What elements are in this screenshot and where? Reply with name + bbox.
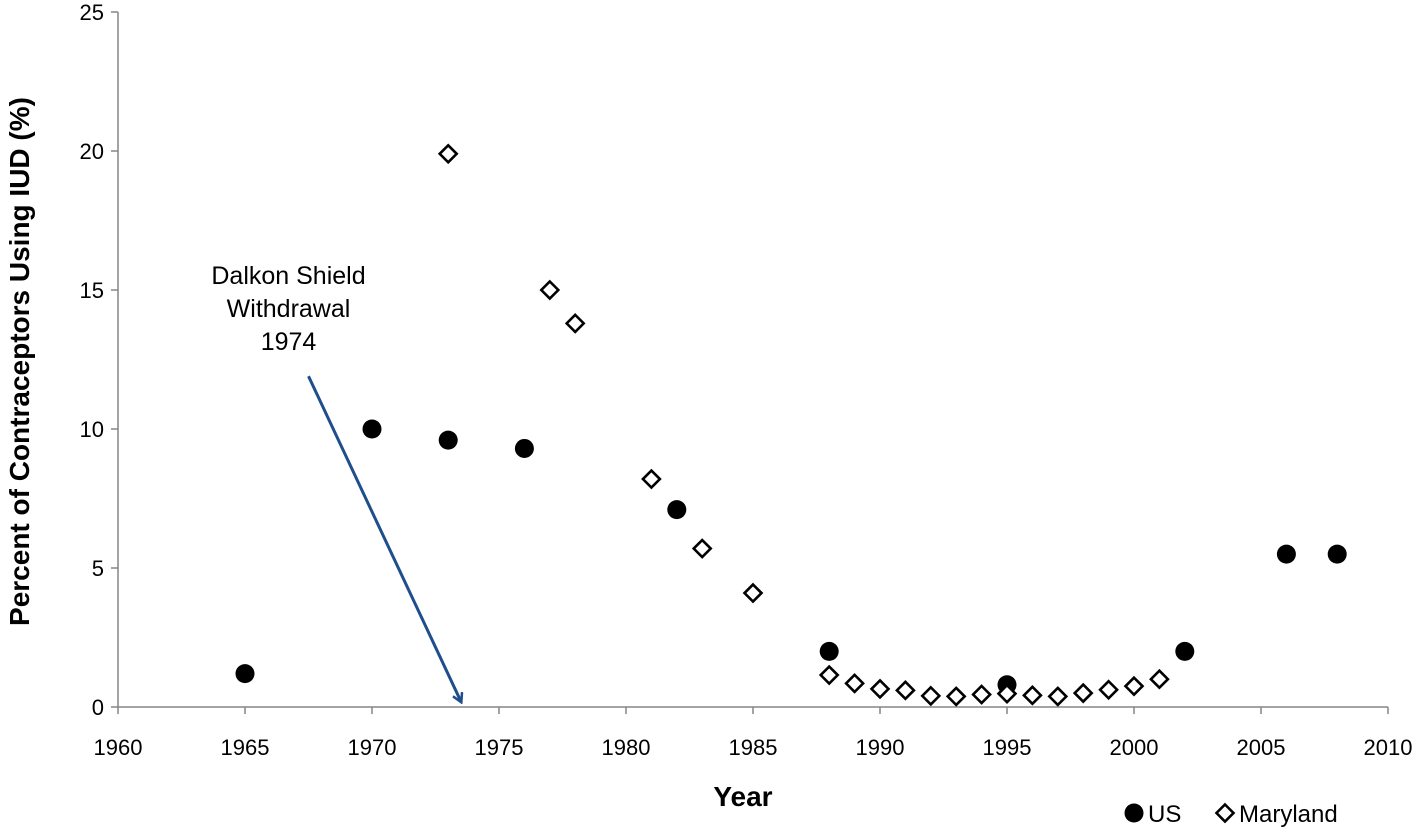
data-point-maryland	[539, 279, 561, 301]
legend-marker-us	[1124, 803, 1144, 823]
data-point-maryland	[818, 664, 840, 686]
series-us	[235, 419, 1347, 695]
annotation-text-line: 1974	[261, 328, 317, 356]
x-tick-label: 1980	[602, 735, 651, 760]
x-tick-label: 2005	[1237, 735, 1286, 760]
data-point-us	[819, 641, 839, 661]
annotation-text-line: Withdrawal	[227, 295, 351, 323]
legend-label-us: US	[1148, 801, 1181, 828]
data-point-maryland	[971, 684, 992, 705]
x-tick-label: 1965	[221, 735, 270, 760]
data-point-maryland	[1149, 668, 1170, 690]
data-point-maryland	[869, 678, 891, 700]
data-point-maryland	[920, 685, 942, 707]
data-point-maryland	[564, 313, 586, 334]
data-point-maryland	[844, 673, 865, 694]
y-tick-label: 5	[92, 556, 104, 581]
data-point-maryland	[1047, 686, 1069, 707]
x-axis-title: Year	[713, 781, 772, 812]
x-tick-label: 1985	[729, 735, 778, 760]
legend-label-maryland: Maryland	[1239, 801, 1338, 828]
x-tick-label: 1970	[348, 735, 397, 760]
data-point-us	[1175, 641, 1195, 661]
data-point-maryland	[437, 143, 459, 165]
data-point-maryland	[641, 468, 662, 490]
annotation-text-line: Dalkon Shield	[211, 262, 365, 290]
series-layer	[235, 143, 1347, 707]
data-point-maryland	[1123, 675, 1145, 697]
data-point-maryland	[1098, 679, 1119, 701]
x-tick-label: 2000	[1110, 735, 1159, 760]
data-point-us	[1276, 544, 1296, 564]
y-axis-title: Percent of Contraceptors Using IUD (%)	[4, 97, 35, 626]
legend: US Maryland	[1124, 801, 1338, 828]
data-point-maryland	[1072, 682, 1094, 704]
y-tick-label: 10	[80, 417, 104, 442]
x-tick-label: 1990	[856, 735, 905, 760]
data-point-maryland	[1022, 684, 1043, 706]
y-tick-label: 20	[80, 139, 104, 164]
data-point-maryland	[996, 683, 1018, 704]
data-point-us	[438, 430, 458, 450]
x-tick-label: 1975	[475, 735, 524, 760]
x-tick-label: 1960	[94, 735, 143, 760]
data-point-maryland	[895, 679, 916, 701]
annotation-layer: Dalkon Shield Withdrawal 1974	[211, 262, 461, 701]
axes: 0 5 10 15 20 25 1960 1965 1970 1975 1980 1985 1990 19…	[4, 0, 1412, 812]
data-point-maryland	[945, 686, 967, 707]
data-point-us	[235, 664, 255, 684]
data-point-maryland	[691, 538, 713, 559]
legend-marker-maryland	[1214, 802, 1236, 824]
x-tick-label: 1995	[983, 735, 1032, 760]
x-tick-label: 2010	[1364, 735, 1413, 760]
data-point-maryland	[742, 582, 764, 604]
series-maryland	[437, 143, 1170, 707]
y-tick-label: 15	[80, 278, 104, 303]
y-tick-label: 0	[92, 695, 104, 720]
data-point-us	[1327, 544, 1347, 564]
data-point-us	[362, 419, 382, 439]
annotation-arrow	[307, 375, 461, 701]
y-tick-label: 25	[80, 0, 104, 25]
data-point-us	[514, 438, 534, 458]
data-point-us	[667, 500, 687, 520]
